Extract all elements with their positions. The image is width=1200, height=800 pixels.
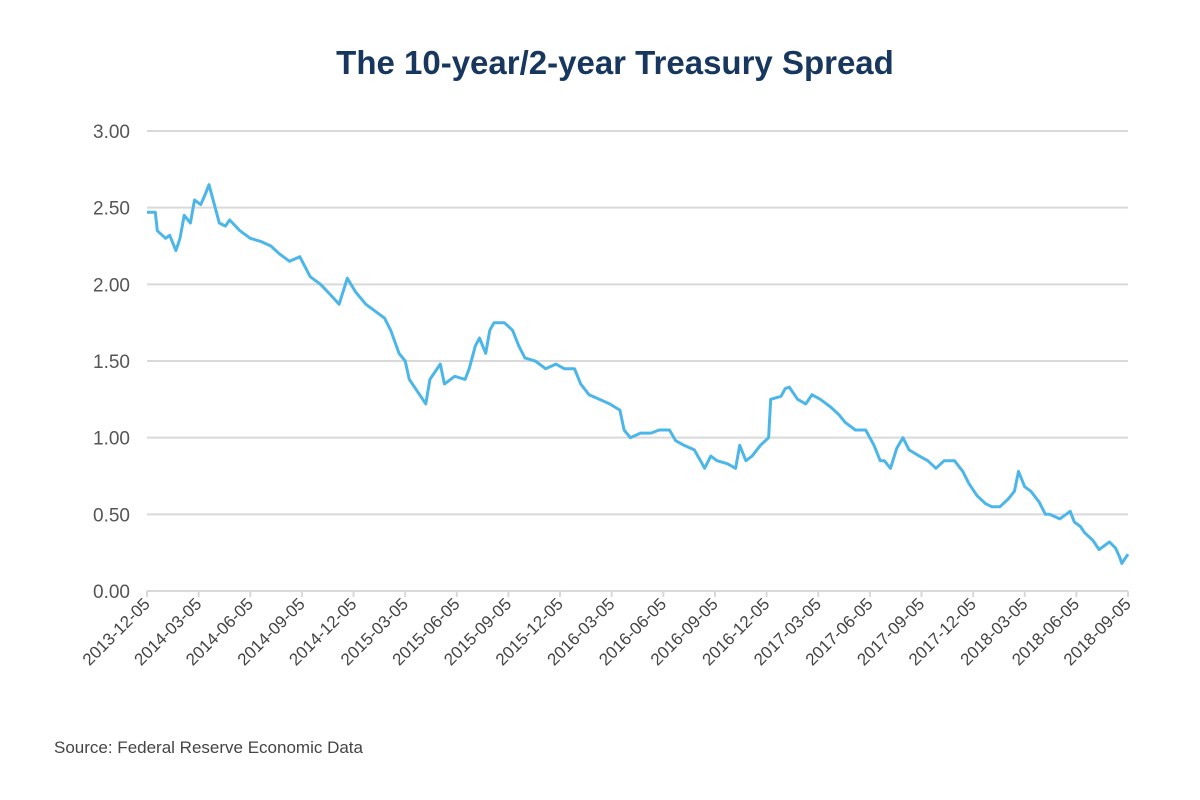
source-note: Source: Federal Reserve Economic Data: [54, 738, 363, 757]
chart-title: The 10-year/2-year Treasury Spread: [336, 44, 894, 81]
y-tick-label: 1.00: [93, 429, 130, 450]
y-tick-label: 3.00: [93, 122, 130, 143]
y-tick-label: 2.50: [93, 199, 130, 220]
y-tick-label: 2.00: [93, 275, 130, 296]
y-tick-label: 1.50: [93, 352, 130, 373]
series-line-spread: [147, 183, 1130, 565]
y-tick-label: 0.50: [93, 505, 130, 526]
y-tick-label: 0.00: [93, 582, 130, 603]
